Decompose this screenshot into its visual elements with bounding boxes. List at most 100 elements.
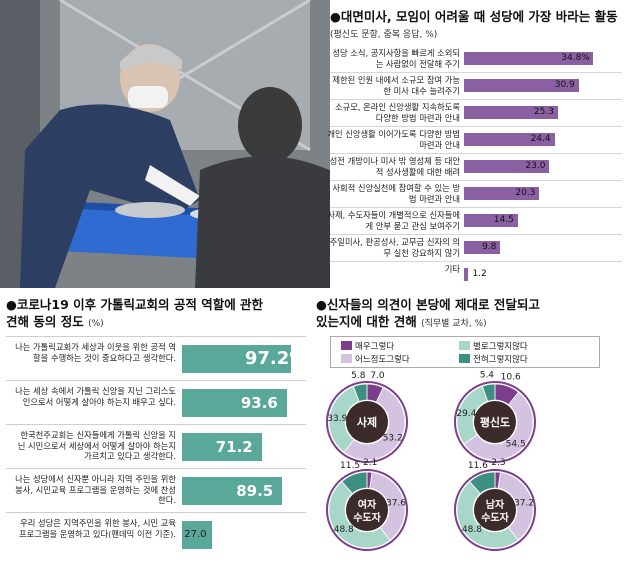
mass-photo: ●대면미사, 모임이 어려울 때 성당에 가장 바라는 활동 (평신도 문항, … [0,0,625,288]
bar-row: 성전 개방이나 미사 밖 영성체 등 대안적 성사생활에 대한 배려 23.0 [330,153,622,180]
bar-row: 주일미사, 판공성사, 교무금 신자의 의무 실천 강요하지 않기 9.8 [330,234,622,261]
bar-label: 나는 가톨릭교회가 세상과 이웃을 위한 공적 역할을 수행하는 것이 중요하다… [15,342,176,363]
slice-label: 7.0 [370,371,385,381]
chart-title: ●코로나19 이후 가톨릭교회의 공적 역할에 관한 견해 동의 정도 (%) [6,296,306,333]
bar [464,133,555,146]
bar [182,389,287,417]
bar [182,521,213,549]
bar [182,345,291,373]
bar-row: 제한된 인원 내에서 소규모 참여 가능한 미사 대수 늘려주기 30.9 [330,72,622,99]
opinion-donut-chart: ●신자들의 의견이 본당에 제대로 전달되고 있는지에 대한 견해 (직무별 교… [316,296,621,560]
slice-label: 37.6 [386,498,406,508]
bar-value: 25.3 [533,107,554,117]
legend-label: 별로그렇지않다 [473,342,528,352]
group-name: 평신도 [480,415,510,429]
donut-slice [456,481,519,549]
bar-value: 23.0 [525,161,546,171]
slice-label: 2.3 [491,458,505,468]
chart-note: (평신도 문항, 중복 응답, %) [330,30,438,40]
donut-slice [463,391,534,461]
legend-label: 전혀그렇지않다 [473,355,528,365]
bar [464,160,550,173]
slice-label: 11.5 [340,461,360,471]
legend-swatch [459,354,470,363]
top-bar-chart: ●대면미사, 모임이 어려울 때 성당에 가장 바라는 활동 (평신도 문항, … [327,6,625,288]
bar-row: 개인 신앙생활 이어가도록 다양한 방법 마련과 안내 24.4 [327,126,622,153]
bar-value: 93.6 [240,394,278,412]
donut-center [474,401,516,443]
bar [464,187,540,200]
bar-row: 소규모, 온라인 신앙생활 지속하도록 다양한 방법 마련과 안내 25.3 [330,99,622,126]
slice-label: 10.6 [501,373,521,383]
donut-slice [481,383,496,402]
bar-row: 기타 1.2 [330,261,622,288]
bar-label: 사제, 수도자들이 개별적으로 신자들에게 안부 묻고 관심 보여주기 [327,210,460,231]
bar-value: 89.5 [236,482,274,500]
donut-group: 7.0 53.2 33.9 5.8 사제 10.6 54.5 29.4 5.4 평신도 2.1 37.… [326,371,536,551]
bar-value: 71.2 [215,438,253,456]
legend-item: 매우그렇다 [341,340,394,352]
slice-label: 54.5 [506,440,526,450]
chart-unit: (%) [88,319,104,329]
slice-label: 33.9 [327,414,347,424]
group-name: 남자 [486,498,505,511]
bar-label: 주일미사, 판공성사, 교무금 신자의 의무 실천 강요하지 않기 [329,237,460,258]
slice-label: 11.6 [468,461,488,471]
bar [464,106,558,119]
bar-value: 27.0 [184,529,207,540]
legend-item: 전혀그렇지않다 [459,353,528,365]
slice-label: 2.1 [363,458,377,468]
slice-label: 29.4 [456,409,476,419]
chart-title-line1: ●신자들의 의견이 본당에 제대로 전달되고 [316,297,540,312]
bar-value: 1.2 [472,269,487,279]
bar [182,433,262,461]
donut-center [346,401,388,443]
group-name: 수도자 [353,511,381,524]
bar-label: 제한된 인원 내에서 소규모 참여 가능한 미사 대수 늘려주기 [332,75,460,96]
bullet-icon: ● [330,9,341,24]
bar-label: 사회적 신앙실천에 참여할 수 있는 방법 마련과 안내 [332,183,460,204]
donut-slice [352,383,368,402]
slice-label: 48.8 [334,525,354,535]
bar-label: 나는 성당에서 신자뿐 아니라 지역 주민을 위한 봉사, 시민교육 프로그램을… [15,474,176,505]
bar-row: 사회적 신앙실천에 참여할 수 있는 방법 마련과 안내 20.3 [330,180,622,207]
bar [464,241,501,254]
bar-label: 기타 [444,264,460,274]
donut-slice [469,471,496,495]
bar [182,477,283,505]
bar-value: 14.5 [493,215,514,225]
legend: 매우그렇다 별로그렇지않다 어느정도그렇다 전혀그렇지않다 [330,336,600,368]
donut-outline [326,381,408,463]
legend-item: 어느정도그렇다 [341,353,410,365]
bar-value: 20.3 [515,188,536,198]
chart-title-line1: ●코로나19 이후 가톨릭교회의 공적 역할에 관한 [6,297,264,312]
donut-slice [341,471,368,495]
bar [464,268,469,281]
bar-row: 나는 세상 속에서 가톨릭 신앙을 지닌 그리스도인으로서 어떻게 살아야 하는… [6,380,306,425]
bar-label: 나는 세상 속에서 가톨릭 신앙을 지닌 그리스도인으로서 어떻게 살아야 하는… [15,386,176,407]
chart-unit: (직무별 교차, %) [421,319,487,329]
legend-label: 매우그렇다 [355,342,395,352]
slice-label: 5.8 [351,371,366,381]
donut-center [346,489,388,531]
bar-rows: 성당 소식, 공지사항을 빠르게 소외되는 사람없이 전달해 주기 34.8% 제한… [327,46,622,288]
bar [464,52,594,65]
bar-value: 30.9 [554,80,575,90]
legend-swatch [341,354,352,363]
legend-label: 어느정도그렇다 [355,355,410,365]
bar-label: 소규모, 온라인 신앙생활 지속하도록 다양한 방법 마련과 안내 [334,102,460,123]
group-name: 사제 [357,415,377,429]
legend-swatch [459,341,470,350]
chart-title-line2: 견해 동의 정도 [6,314,84,329]
slice-label: 37.2 [514,498,534,508]
bar-row: 사제, 수도자들이 개별적으로 신자들에게 안부 묻고 관심 보여주기 14.5 [327,207,622,234]
bar-row: 성당 소식, 공지사항을 빠르게 소외되는 사람없이 전달해 주기 34.8% [330,46,622,72]
bar-value: 24.4 [530,134,551,144]
donut-slice [343,387,406,461]
bar-label: 우리 성당은 지역주민을 위한 봉사, 시민 교육 프로그램을 운영하고 있다(… [18,518,176,539]
slice-label: 48.8 [462,525,482,535]
bar-value: 9.8 [482,242,497,252]
donut-slice [328,480,391,549]
bar-value: 97.2% [244,348,308,369]
legend-item: 별로그렇지않다 [459,340,528,352]
